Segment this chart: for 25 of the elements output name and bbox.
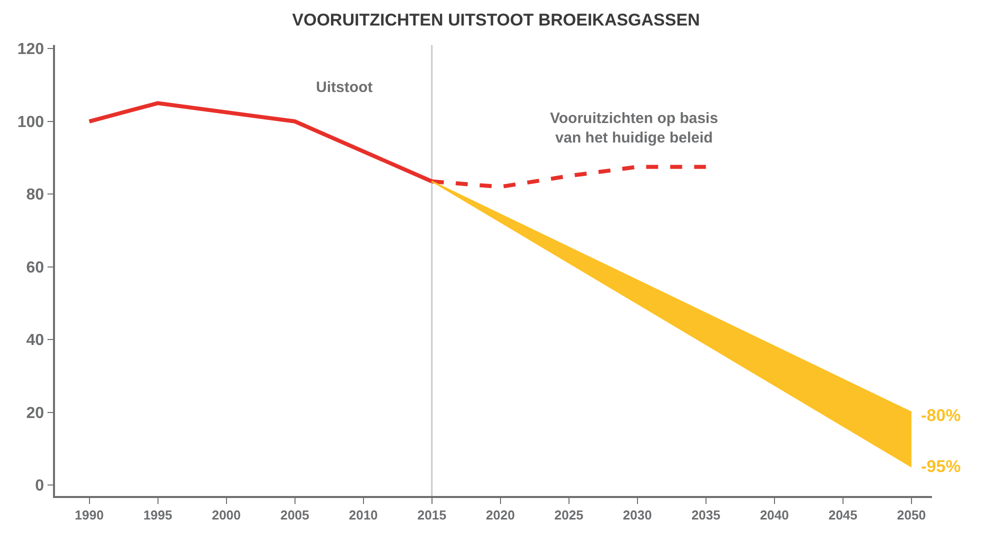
x-tick-label: 2040 <box>760 507 789 522</box>
x-tick-label: 2020 <box>486 507 515 522</box>
y-tick-label: 0 <box>35 478 44 495</box>
x-tick-label: 2035 <box>691 507 720 522</box>
x-tick-label: 2000 <box>212 507 241 522</box>
x-tick-label: 2025 <box>554 507 584 522</box>
y-tick-label: 20 <box>26 404 44 422</box>
y-tick-label: 80 <box>26 186 44 204</box>
annotation: Uitstoot <box>316 79 373 96</box>
chart-title: VOORUITZICHTEN UITSTOOT BROEIKASGASSEN <box>292 10 700 30</box>
y-tick-label: 120 <box>17 41 44 58</box>
x-tick-label: 2045 <box>828 507 858 522</box>
x-tick-label: 1995 <box>143 507 172 522</box>
annotation: -80% <box>921 406 961 425</box>
x-tick-label: 2010 <box>348 507 378 522</box>
x-tick-label: 2015 <box>417 507 446 522</box>
annotation: -95% <box>921 457 961 476</box>
y-tick-label: 40 <box>26 332 44 350</box>
x-tick-label: 2050 <box>896 507 926 522</box>
x-tick-label: 2030 <box>622 507 652 522</box>
y-tick-label: 100 <box>17 114 44 131</box>
y-tick-label: 60 <box>26 259 44 276</box>
annotation: Vooruitzichten op basis van het huidige beleid <box>550 110 718 146</box>
x-tick-label: 2005 <box>280 507 310 522</box>
x-tick-label: 1990 <box>74 507 104 522</box>
